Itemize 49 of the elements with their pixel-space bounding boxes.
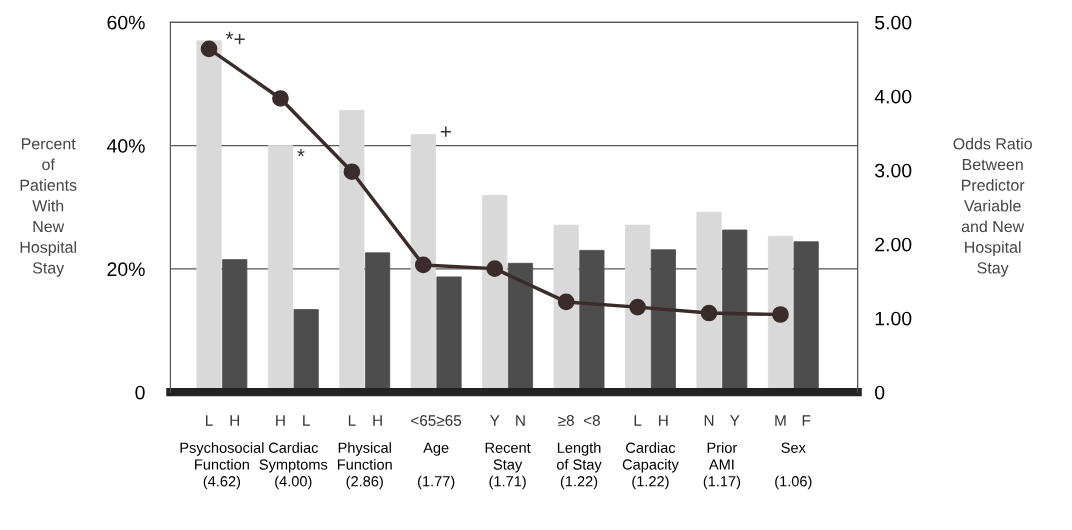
annotation: * [297,148,305,157]
text: M [775,415,786,426]
y-tick-label: 40% [106,139,145,153]
point [772,306,789,323]
x-tick-label: Recent Stay (1.71) [485,442,531,490]
category-label: Sex (1.06) [775,442,812,490]
y2-tick-label: 3.00 [875,163,912,178]
x-tick-label: Physical Function (2.86) [337,442,392,490]
point [700,304,718,322]
y-tick-label: 60% [107,15,145,30]
x-tick-label: Prior AMI (1.17) [703,442,741,490]
y-tick-label: 0 [135,385,145,400]
text: ≥8 [558,415,574,426]
text: F [802,415,811,426]
text: L [634,415,642,426]
x-tick-label: Length of Stay (1.22) [556,442,602,490]
y2-tick-label: 2.00 [875,237,912,252]
category-label: Age (1.77) [418,442,455,490]
y2-tick-label: 5.00 [875,15,912,30]
text: H [230,415,240,426]
text: H [659,415,668,426]
annotation: + [440,126,451,137]
point [557,293,575,311]
text: L [348,415,356,426]
y-axis-title: Percent of Patients With New Hospital Stay [20,138,77,277]
text: N [516,415,525,426]
text: Y [729,415,740,426]
y2-tick-label: 4.00 [874,89,912,104]
text: <65 [411,415,436,426]
y2-tick-label: 1.00 [875,311,912,326]
text: ≥65 [436,415,462,426]
point [343,163,361,181]
text: Y [489,415,500,426]
y2-axis-title: Odds Ratio Between Predictor Variable and New Hospital Stay [953,137,1032,277]
x-tick-label: Cardiac Capacity (1.22) [622,442,679,490]
point [414,256,432,274]
point [200,40,218,58]
annotation: *+ [225,31,245,45]
text: N [704,415,714,426]
text: L [206,415,213,426]
y-tick-label: 20% [107,262,145,277]
point [272,90,289,107]
point [629,298,646,316]
text: L [303,415,310,426]
y2-tick-label: 0 [875,385,885,400]
text: <8 [583,415,600,426]
text: H [276,415,285,426]
text: H [373,415,382,426]
point [486,260,504,277]
